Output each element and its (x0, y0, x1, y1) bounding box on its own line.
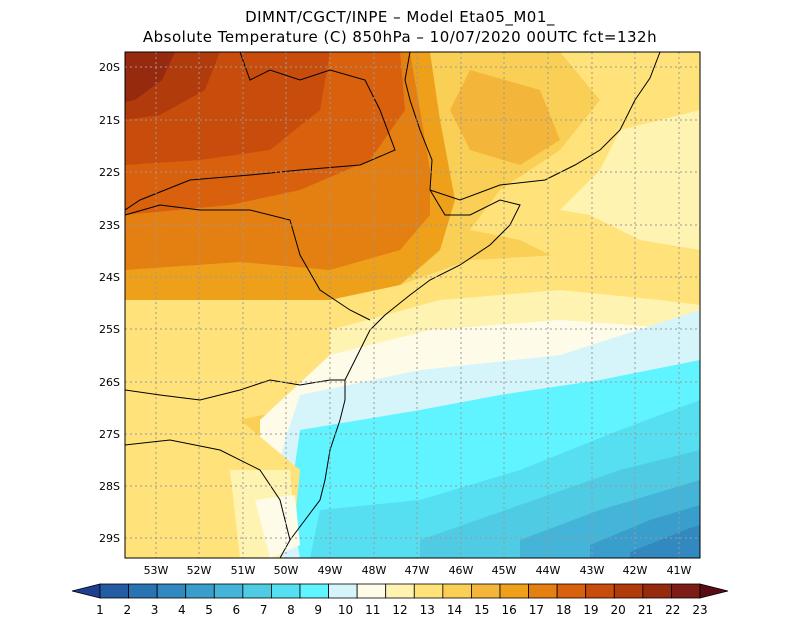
colorbar-label: 7 (260, 603, 268, 617)
colorbar-label: 13 (420, 603, 435, 617)
lon-label: 53W (144, 564, 169, 577)
lat-label: 28S (99, 480, 120, 493)
colorbar-swatch (413, 583, 444, 599)
colorbar-label: 5 (205, 603, 213, 617)
colorbar-label: 16 (501, 603, 516, 617)
lon-label: 44W (536, 564, 561, 577)
colorbar-label: 20 (611, 603, 626, 617)
lon-label: 41W (667, 564, 692, 577)
colorbar-label: 23 (692, 603, 707, 617)
map-frame (124, 51, 701, 559)
colorbar-label: 6 (233, 603, 241, 617)
colorbar-label: 17 (529, 603, 544, 617)
colorbar-swatch (528, 583, 558, 599)
lon-label: 49W (318, 564, 343, 577)
colorbar-swatch (556, 583, 587, 599)
colorbar-arrow-low (71, 583, 101, 599)
lat-label: 25S (99, 323, 120, 336)
lat-label: 21S (99, 114, 120, 127)
colorbar-swatch (299, 583, 329, 599)
colorbar-label: 4 (178, 603, 186, 617)
lon-label: 45W (492, 564, 517, 577)
colorbar-swatch (99, 583, 129, 599)
title-line-1: DIMNT/CGCT/INPE – Model Eta05_M01_ (245, 8, 555, 26)
lon-label: 43W (580, 564, 605, 577)
lat-label: 29S (99, 532, 120, 545)
lat-label: 27S (99, 428, 120, 441)
lon-label: 51W (231, 564, 256, 577)
colorbar-swatch (671, 583, 701, 599)
colorbar-label: 15 (474, 603, 489, 617)
colorbar-label: 2 (123, 603, 131, 617)
lon-label: 47W (405, 564, 430, 577)
colorbar-label: 9 (314, 603, 322, 617)
colorbar-label: 1 (96, 603, 104, 617)
borders (125, 52, 661, 558)
lat-label: 20S (99, 61, 120, 74)
lat-label: 22S (99, 166, 120, 179)
temperature-field (125, 52, 700, 558)
title-line-2: Absolute Temperature (C) 850hPa – 10/07/… (142, 28, 658, 46)
colorbar-label: 11 (365, 603, 380, 617)
lon-label: 42W (623, 564, 648, 577)
colorbar-label: 3 (151, 603, 159, 617)
colorbar-swatch (385, 583, 415, 599)
lon-label: 46W (449, 564, 474, 577)
colorbar-swatch (185, 583, 215, 599)
colorbar-label: 14 (447, 603, 462, 617)
colorbar-swatch (642, 583, 672, 599)
colorbar-swatch (471, 583, 501, 599)
lat-label: 24S (99, 271, 120, 284)
colorbar-label: 22 (665, 603, 680, 617)
colorbar-label: 18 (556, 603, 571, 617)
colorbar-arrow-high (699, 583, 729, 599)
lon-label: 52W (187, 564, 212, 577)
colorbar: 1 2 3 4 5 6 7 8 9 10 11 12 13 14 15 16 17 18 19 20 21 22 23 (71, 583, 729, 617)
latitude-labels: 20S 21S 22S 23S 24S 25S 26S 27S 28S 29S (99, 61, 120, 545)
longitude-labels: 53W 52W 51W 50W 49W 48W 47W 46W 45W 44W … (144, 564, 692, 577)
lon-label: 50W (274, 564, 299, 577)
colorbar-label: 8 (287, 603, 295, 617)
colorbar-swatch (499, 583, 529, 599)
colorbar-swatch (328, 583, 358, 599)
colorbar-label: 10 (338, 603, 353, 617)
lat-label: 23S (99, 219, 120, 232)
colorbar-swatch (613, 583, 644, 599)
colorbar-label: 12 (392, 603, 407, 617)
colorbar-label: 21 (638, 603, 653, 617)
colorbar-swatch (442, 583, 472, 599)
colorbar-swatch (356, 583, 387, 599)
graticule (125, 52, 700, 558)
lon-label: 48W (362, 564, 387, 577)
colorbar-swatch (213, 583, 244, 599)
colorbar-swatch (242, 583, 272, 599)
colorbar-swatch (156, 583, 187, 599)
colorbar-swatch (128, 583, 158, 599)
lat-label: 26S (99, 376, 120, 389)
colorbar-label: 19 (583, 603, 598, 617)
colorbar-swatch (585, 583, 615, 599)
colorbar-swatch (271, 583, 301, 599)
